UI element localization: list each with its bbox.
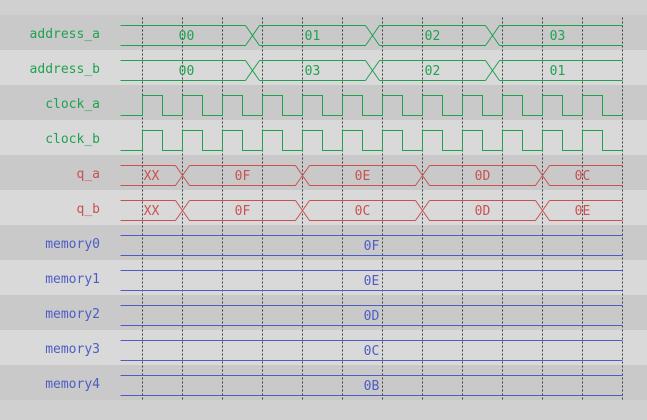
row-stripe xyxy=(0,15,647,50)
bus-value-memory2: 0D xyxy=(364,309,380,324)
bus-value-q_a: 0C xyxy=(575,169,591,184)
row-stripe xyxy=(0,260,647,295)
bus-value-memory0: 0F xyxy=(364,239,380,254)
bus-value-q_b: 0D xyxy=(475,204,491,219)
waveform-memory1: 0E xyxy=(120,270,623,291)
signal-label-q_a[interactable]: q_a xyxy=(76,167,100,182)
waveform-q_a: XX 0F 0E 0D 0C xyxy=(120,165,623,186)
bus-value-address_b: 01 xyxy=(550,64,566,79)
signal-label-q_b[interactable]: q_b xyxy=(76,202,100,217)
bus-value-q_a: 0E xyxy=(355,169,371,184)
row-stripe xyxy=(0,155,647,190)
bus-value-address_a: 03 xyxy=(550,29,566,44)
row-stripe xyxy=(0,85,647,120)
waveform-clock_a xyxy=(120,95,623,116)
bus-value-q_a: 0F xyxy=(235,169,251,184)
bus-value-memory3: 0C xyxy=(364,344,380,359)
row-stripe xyxy=(0,330,647,365)
bus-value-q_a: XX xyxy=(144,169,160,184)
signal-label-memory3[interactable]: memory3 xyxy=(45,342,100,357)
row-stripe xyxy=(0,295,647,330)
row-stripe xyxy=(0,190,647,225)
signal-label-address_b[interactable]: address_b xyxy=(29,62,100,77)
bus-value-address_b: 00 xyxy=(179,64,195,79)
bus-value-q_b: 0E xyxy=(575,204,591,219)
row-stripe xyxy=(0,120,647,155)
waveform-memory0: 0F xyxy=(120,235,623,256)
waveform-memory2: 0D xyxy=(120,305,623,326)
bus-value-memory1: 0E xyxy=(364,274,380,289)
signal-label-clock_a[interactable]: clock_a xyxy=(45,97,100,112)
bus-value-memory4: 0B xyxy=(364,379,380,394)
bus-value-q_b: 0C xyxy=(355,204,371,219)
bus-value-address_a: 00 xyxy=(179,29,195,44)
signal-label-memory0[interactable]: memory0 xyxy=(45,237,100,252)
bus-value-q_a: 0D xyxy=(475,169,491,184)
signal-label-clock_b[interactable]: clock_b xyxy=(45,132,100,147)
bus-value-address_a: 01 xyxy=(305,29,321,44)
waveform-memory3: 0C xyxy=(120,340,623,361)
bus-value-q_b: 0F xyxy=(235,204,251,219)
waveform-address_a: 00 01 02 03 xyxy=(120,25,623,46)
bus-value-address_b: 03 xyxy=(305,64,321,79)
signal-label-address_a[interactable]: address_a xyxy=(29,27,100,42)
waveform-clock_b xyxy=(120,130,623,151)
signal-label-memory4[interactable]: memory4 xyxy=(45,377,100,392)
waveform-address_b: 00 03 02 01 xyxy=(120,60,623,81)
waveform-q_b: XX 0F 0C 0D 0E xyxy=(120,200,623,221)
waveform-memory4: 0B xyxy=(120,375,623,396)
row-stripe xyxy=(0,365,647,400)
row-stripe xyxy=(0,50,647,85)
bus-value-address_b: 02 xyxy=(425,64,441,79)
bus-value-q_b: XX xyxy=(144,204,160,219)
signal-label-memory1[interactable]: memory1 xyxy=(45,272,100,287)
signal-label-memory2[interactable]: memory2 xyxy=(45,307,100,322)
bus-value-address_a: 02 xyxy=(425,29,441,44)
row-stripe xyxy=(0,225,647,260)
